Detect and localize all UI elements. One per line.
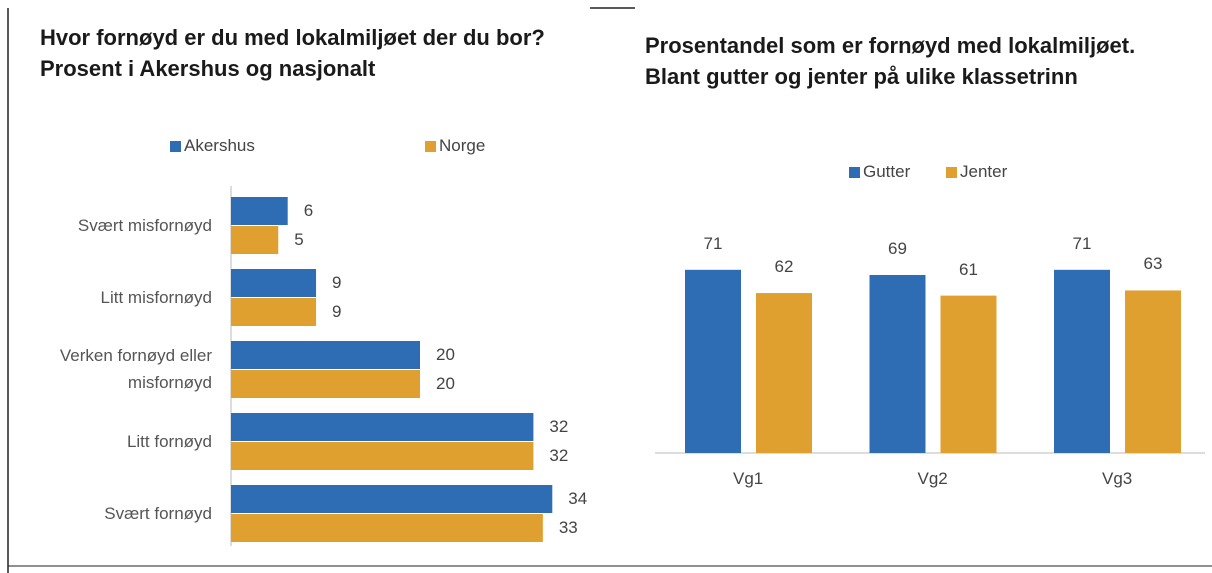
bar <box>1125 290 1181 453</box>
bar <box>231 370 420 398</box>
value-label: 71 <box>1072 233 1092 253</box>
legend-label: Akershus <box>184 136 255 155</box>
value-label: 32 <box>549 446 569 465</box>
value-label: 69 <box>888 238 907 258</box>
value-label: 62 <box>774 257 794 277</box>
x-tick-label: Vg2 <box>917 469 948 488</box>
legend-swatch <box>170 141 181 152</box>
legend-swatch <box>425 141 436 152</box>
chart-title: Hvor fornøyd er du med lokalmiljøet der … <box>40 25 545 81</box>
value-label: 5 <box>294 230 304 249</box>
bar <box>231 442 534 470</box>
value-label: 6 <box>303 201 314 220</box>
category-label: Verken fornøyd eller misfornøyd <box>59 346 212 392</box>
bar <box>756 293 812 453</box>
bar <box>231 269 317 297</box>
bar <box>940 295 997 453</box>
x-tick-label: Vg3 <box>1102 469 1133 488</box>
value-label: 63 <box>1143 254 1163 274</box>
value-label: 20 <box>436 374 455 393</box>
value-label: 9 <box>332 273 342 292</box>
value-label: 61 <box>959 259 978 279</box>
legend-swatch <box>849 167 860 178</box>
legend-label: Gutter <box>863 162 911 181</box>
value-label: 34 <box>568 489 588 508</box>
bar <box>685 269 741 453</box>
category-label: Svært fornøyd <box>104 503 212 523</box>
category-label: Litt fornøyd <box>126 431 212 451</box>
bar <box>1054 269 1110 453</box>
legend-label: Norge <box>439 136 486 155</box>
value-label: 9 <box>332 302 342 321</box>
legend-label: Jenter <box>960 162 1008 181</box>
bar <box>231 341 420 369</box>
legend-swatch <box>946 167 957 178</box>
bar <box>231 226 279 254</box>
value-label: 32 <box>549 417 569 436</box>
bar <box>231 298 317 326</box>
chart-title: Prosentandel som er fornøyd med lokalmil… <box>645 33 1136 89</box>
bar <box>231 413 534 441</box>
value-label: 71 <box>703 233 723 253</box>
bar <box>869 274 926 453</box>
category-label: Svært misfornøyd <box>77 215 212 235</box>
bar <box>231 514 543 542</box>
bar <box>231 197 288 225</box>
category-label: Litt misfornøyd <box>100 287 212 307</box>
value-label: 33 <box>558 518 578 537</box>
x-tick-label: Vg1 <box>733 469 764 488</box>
value-label: 20 <box>436 345 455 364</box>
bar <box>231 485 553 513</box>
